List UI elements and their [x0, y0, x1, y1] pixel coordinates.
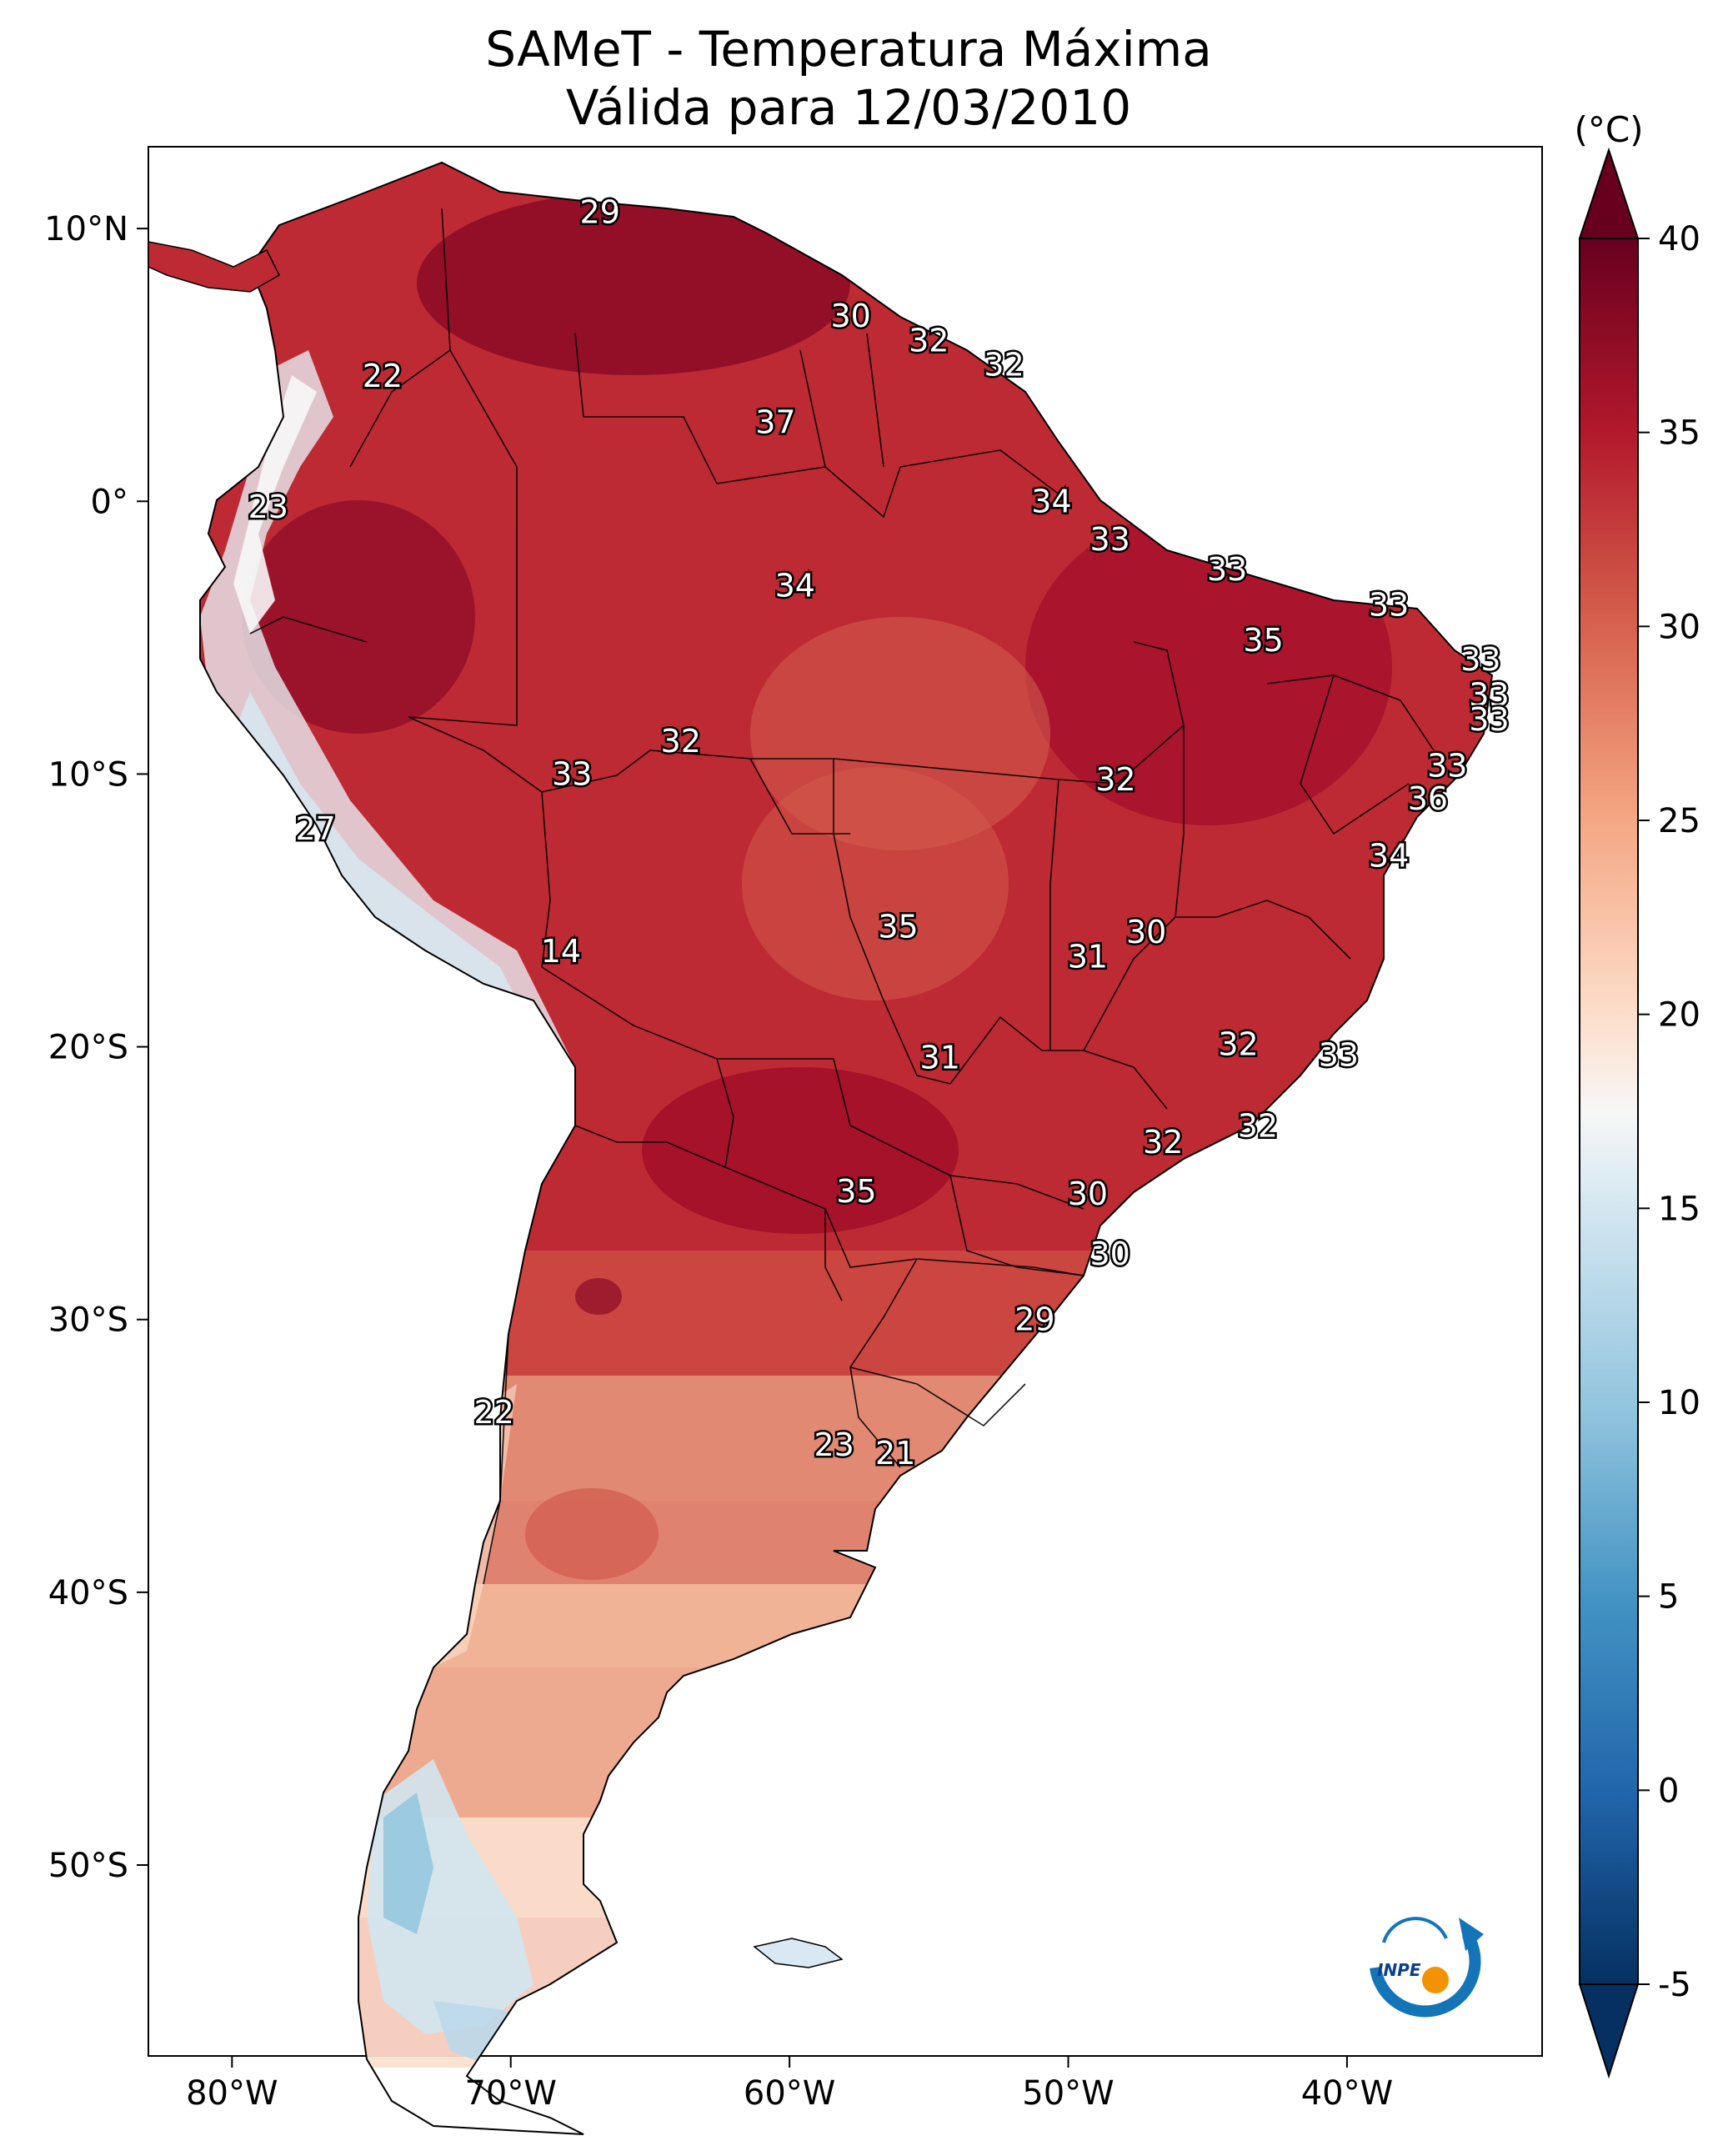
station-value-label: 34	[1031, 483, 1071, 519]
colorbar-tick-label: 20	[1658, 996, 1700, 1035]
station-value-label: 30	[1090, 1236, 1130, 1272]
station-value-label: 37	[755, 404, 795, 440]
station-value-label: 30	[1126, 914, 1166, 950]
station-value-label: 27	[295, 810, 335, 847]
station-value-label: 33	[1319, 1036, 1359, 1073]
colorbar-tick-label: -5	[1658, 1966, 1691, 2004]
x-tick-label: 60°W	[744, 2074, 835, 2113]
station-value-label: 33	[1469, 677, 1509, 714]
station-value-label: 29	[580, 194, 620, 231]
x-tick-label: 80°W	[186, 2074, 278, 2113]
station-value-label: 32	[984, 347, 1024, 384]
y-axis: 10°N 0° 10°S 20°S 30°S 40°S 50°S	[44, 210, 148, 1885]
station-value-label: 36	[1408, 780, 1448, 817]
station-value-label: 31	[920, 1040, 960, 1076]
y-tick-label: 0°	[91, 483, 128, 521]
x-tick-label: 70°W	[464, 2074, 556, 2113]
continent-outline	[199, 161, 1494, 2135]
station-value-label: 23	[248, 489, 288, 525]
station-value-label: 22	[473, 1394, 513, 1431]
colorbar-tick-label: 30	[1658, 608, 1700, 646]
station-value-label: 30	[831, 298, 871, 334]
colorbar-tick-label: 15	[1658, 1190, 1700, 1228]
station-value-label: 32	[1143, 1124, 1183, 1161]
station-value-label: 33	[1207, 551, 1247, 588]
station-value-label: 32	[1218, 1025, 1258, 1062]
map-title: SAMeT - Temperatura Máxima	[485, 21, 1212, 78]
station-value-label: 21	[875, 1435, 915, 1472]
station-value-label: 14	[541, 933, 581, 970]
y-tick-label: 40°S	[48, 1574, 128, 1612]
colorbar-ticks: 40 35 30 25 20 15 10 5 0 -5	[1638, 220, 1700, 2004]
station-value-label: 29	[1014, 1301, 1054, 1338]
station-value-label: 23	[814, 1426, 854, 1463]
station-value-label: 34	[775, 568, 815, 604]
station-value-label: 33	[552, 755, 592, 792]
political-borders	[249, 208, 1435, 1585]
colorbar-tick-label: 35	[1658, 414, 1700, 453]
y-tick-label: 10°S	[48, 755, 128, 794]
station-value-label: 33	[1369, 587, 1409, 624]
station-value-label: 33	[1469, 701, 1509, 738]
station-value-label: 22	[363, 358, 403, 394]
station-value-label: 31	[1068, 939, 1108, 975]
colorbar-unit: (°C)	[1574, 109, 1643, 150]
colorbar-tick-label: 40	[1658, 220, 1700, 258]
falkland-islands	[753, 1938, 844, 1968]
colorbar-tick-label: 10	[1658, 1384, 1700, 1422]
map-subtitle: Válida para 12/03/2010	[565, 79, 1132, 136]
colorbar-tick-label: 0	[1658, 1772, 1679, 1810]
station-value-label: 32	[909, 322, 949, 358]
station-value-label: 33	[1090, 521, 1130, 558]
station-value-label: 32	[661, 723, 701, 760]
y-tick-label: 10°N	[44, 210, 128, 248]
colorbar-bar	[1579, 238, 1639, 1985]
colorbar-tick-label: 5	[1658, 1578, 1679, 1617]
x-axis: 80°W 70°W 60°W 50°W 40°W	[186, 2056, 1393, 2113]
y-tick-label: 20°S	[48, 1029, 128, 1067]
station-value-label: 35	[836, 1173, 876, 1210]
station-value-label: 32	[1095, 761, 1135, 798]
station-value-label: 34	[1369, 838, 1409, 875]
station-value-label: 32	[1238, 1107, 1278, 1144]
station-value-label: 33	[1460, 641, 1500, 678]
colorbar: 40 35 30 25 20 15 10 5 0 -5 (°C)	[1574, 109, 1700, 2079]
x-tick-label: 50°W	[1022, 2074, 1114, 2113]
colorbar-extend-bottom	[1578, 1983, 1640, 2079]
x-tick-label: 40°W	[1301, 2074, 1393, 2113]
station-value-label: 35	[878, 909, 918, 945]
station-value-label: 30	[1068, 1176, 1108, 1212]
logo-text: INPE	[1377, 1960, 1421, 1980]
y-tick-label: 50°S	[48, 1847, 128, 1885]
y-tick-label: 30°S	[48, 1301, 128, 1340]
station-value-label: 33	[1427, 748, 1467, 785]
inpe-logo: INPE	[1370, 1917, 1484, 2018]
station-value-label: 35	[1243, 622, 1283, 659]
colorbar-tick-label: 25	[1658, 802, 1700, 840]
panama-region	[148, 241, 280, 293]
colorbar-extend-top	[1578, 147, 1640, 239]
